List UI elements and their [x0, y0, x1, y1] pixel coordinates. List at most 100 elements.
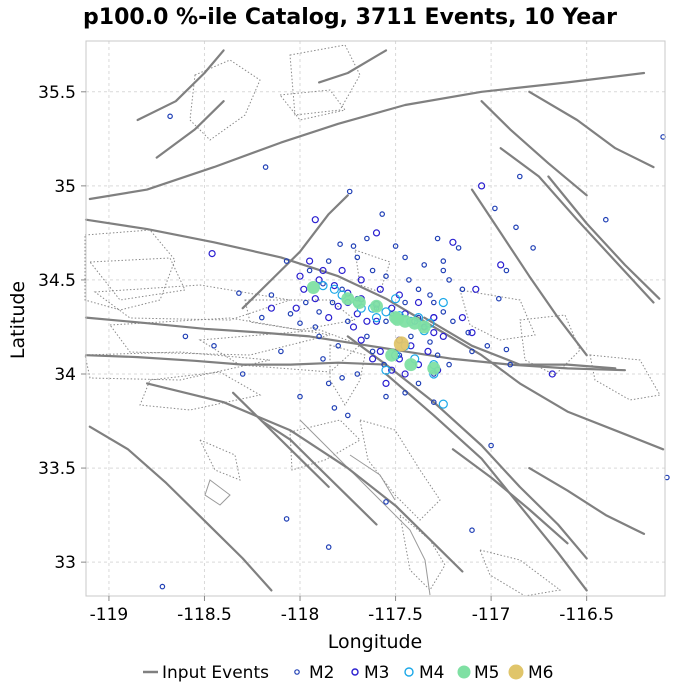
event-marker-m2	[492, 205, 498, 212]
event-marker-m2	[469, 348, 475, 355]
event-marker-m2	[302, 299, 309, 306]
event-marker-m2	[450, 318, 456, 325]
fault-line	[84, 218, 665, 451]
event-marker-m2	[159, 583, 166, 590]
event-marker-m2	[440, 267, 447, 274]
event-marker-m3	[439, 332, 447, 340]
event-marker-m2	[325, 544, 332, 550]
event-marker-m3	[353, 310, 361, 318]
event-marker-m3	[401, 370, 409, 378]
legend-swatch-m2	[294, 669, 300, 675]
event-marker-m2	[427, 339, 433, 345]
fault-line	[241, 194, 349, 310]
fault-line	[528, 90, 655, 169]
x-axis: -119 -118.5 -118 -117.5 -117 -116.5	[90, 596, 614, 625]
event-marker-m3	[458, 314, 466, 322]
event-marker-m2	[440, 309, 447, 315]
event-marker-m2	[339, 374, 345, 381]
event-marker-m2	[392, 243, 399, 249]
fault-line	[470, 188, 588, 357]
event-marker-m5	[306, 281, 320, 294]
event-marker-m2	[602, 216, 609, 223]
fault-line	[260, 419, 378, 526]
event-marker-m2	[354, 254, 361, 261]
event-marker-m2	[312, 324, 319, 330]
event-marker-m2	[530, 245, 536, 251]
event-marker-m3	[414, 298, 423, 307]
event-marker-m5	[341, 292, 355, 306]
event-marker-m2	[329, 299, 336, 306]
x-tick-label: -118.5	[177, 605, 232, 625]
y-tick-label: 35	[54, 177, 76, 197]
event-marker-m2	[364, 235, 370, 242]
event-marker-m2	[503, 346, 510, 353]
event-marker-m2	[383, 393, 389, 400]
event-marker-m2	[369, 267, 376, 274]
y-tick-label: 33.5	[38, 459, 76, 479]
x-tick-label: -117.5	[368, 605, 423, 625]
event-marker-m2	[446, 361, 452, 368]
event-marker-m3	[376, 347, 384, 355]
event-marker-m5	[352, 296, 366, 309]
event-marker-m3	[338, 266, 346, 275]
fault-line	[547, 175, 661, 300]
event-marker-m3	[296, 272, 304, 280]
fault-line	[346, 335, 588, 560]
event-marker-m2	[503, 267, 510, 274]
event-marker-m3	[363, 317, 371, 325]
event-marker-m5	[389, 311, 403, 325]
event-marker-m5	[404, 358, 418, 372]
event-marker-m2	[350, 243, 357, 249]
event-marker-m3	[357, 336, 365, 344]
legend: Input Events M2 M3 M4 M5 M6	[143, 663, 553, 683]
fault-lines	[84, 49, 665, 592]
event-marker-m2	[430, 399, 437, 406]
event-marker-m3	[267, 304, 275, 312]
event-marker-m2	[507, 361, 514, 368]
event-marker-m2	[402, 254, 408, 261]
event-marker-m3	[382, 379, 390, 387]
event-marker-m2	[369, 348, 376, 355]
event-marker-m2	[320, 356, 326, 362]
event-marker-m3	[369, 355, 377, 363]
event-marker-m3	[330, 282, 338, 290]
event-marker-m2	[406, 277, 412, 283]
event-marker-m2	[402, 299, 408, 306]
event-marker-m2	[488, 442, 494, 449]
fault-line	[499, 147, 655, 304]
fault-line	[384, 372, 588, 592]
event-marker-m3	[548, 370, 556, 378]
fault-line	[146, 382, 464, 573]
event-marker-m2	[283, 258, 290, 264]
event-marker-m3	[357, 276, 365, 284]
y-tick-label: 34.5	[38, 271, 76, 291]
event-marker-m2	[440, 258, 447, 264]
event-marker-m4	[381, 365, 391, 375]
event-marker-m2	[516, 173, 523, 180]
event-marker-m6	[393, 336, 409, 352]
legend-label-input-events: Input Events	[162, 663, 269, 683]
event-marker-m3	[388, 366, 396, 374]
fault-line	[155, 100, 225, 159]
event-marker-m4	[391, 294, 401, 304]
event-marker-m2	[297, 320, 303, 327]
event-marker-m4	[371, 313, 382, 323]
x-tick-label: -119	[90, 605, 129, 625]
event-marker-m3	[306, 257, 314, 265]
event-marker-m3	[319, 266, 327, 275]
event-marker-m3	[334, 302, 342, 310]
event-marker-m2	[316, 309, 322, 315]
fault-line	[136, 49, 225, 122]
event-marker-m2	[513, 224, 519, 231]
event-marker-m3	[311, 216, 319, 224]
event-marker-m3	[325, 314, 333, 322]
event-marker-m2	[434, 235, 441, 242]
y-axis-label: Latitude	[7, 281, 29, 359]
x-tick-label: -118	[281, 605, 320, 625]
fault-line	[88, 425, 273, 592]
event-marker-m5	[427, 361, 441, 375]
event-marker-m3	[430, 314, 438, 322]
event-marker-m2	[344, 318, 351, 325]
event-marker-m2	[434, 352, 441, 359]
